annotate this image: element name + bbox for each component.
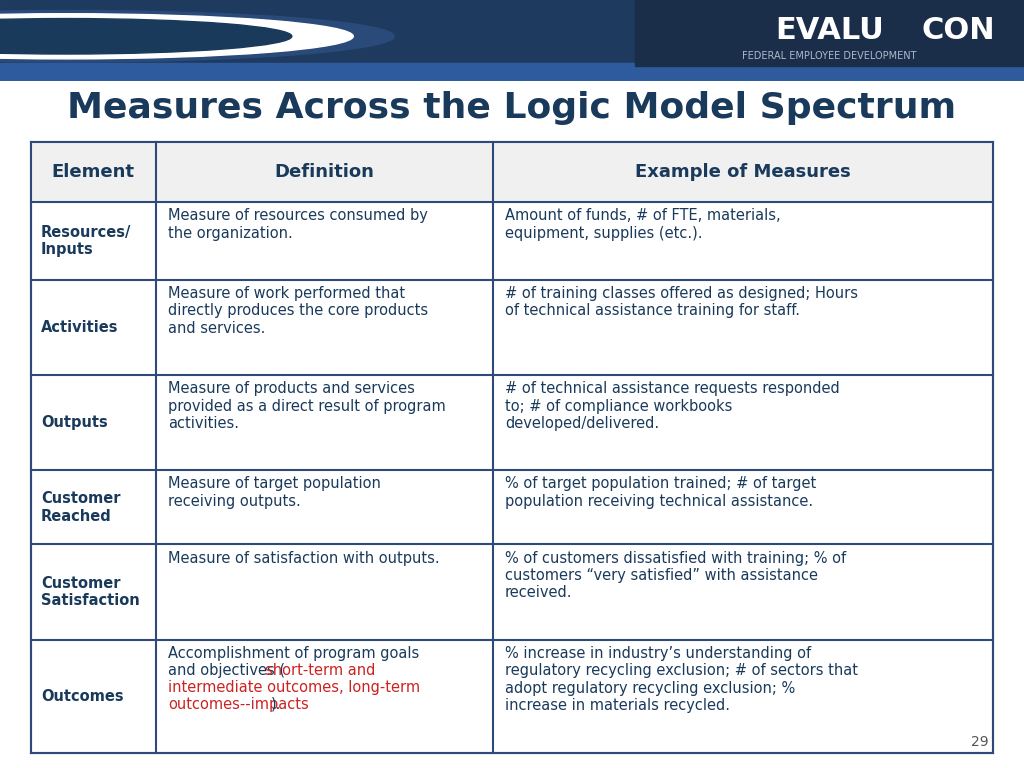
Text: % of target population trained; # of target
population receiving technical assis: % of target population trained; # of tar… xyxy=(505,476,816,509)
Text: outcomes--impacts: outcomes--impacts xyxy=(168,697,309,711)
Text: ).: ). xyxy=(271,697,282,711)
Text: Outcomes: Outcomes xyxy=(41,689,124,703)
Text: 29: 29 xyxy=(971,735,988,749)
Bar xyxy=(31,142,993,202)
Text: Measure of target population
receiving outputs.: Measure of target population receiving o… xyxy=(168,476,381,509)
Text: Measure of resources consumed by
the organization.: Measure of resources consumed by the org… xyxy=(168,208,428,240)
Text: # of technical assistance requests responded
to; # of compliance workbooks
devel: # of technical assistance requests respo… xyxy=(505,381,840,431)
Text: # of training classes offered as designed; Hours
of technical assistance trainin: # of training classes offered as designe… xyxy=(505,286,858,318)
Text: Measures Across the Logic Model Spectrum: Measures Across the Logic Model Spectrum xyxy=(68,91,956,124)
Text: % of customers dissatisfied with training; % of
customers “very satisfied” with : % of customers dissatisfied with trainin… xyxy=(505,551,846,601)
Bar xyxy=(635,0,1024,66)
Text: short-term and: short-term and xyxy=(265,663,376,677)
Text: intermediate outcomes, long-term: intermediate outcomes, long-term xyxy=(168,680,420,694)
Text: Element: Element xyxy=(52,163,135,181)
Text: Measure of work performed that
directly produces the core products
and services.: Measure of work performed that directly … xyxy=(168,286,428,336)
Circle shape xyxy=(0,14,353,59)
Text: Outputs: Outputs xyxy=(41,415,108,430)
Text: Activities: Activities xyxy=(41,319,119,335)
Text: Example of Measures: Example of Measures xyxy=(635,163,851,181)
Text: Amount of funds, # of FTE, materials,
equipment, supplies (etc.).: Amount of funds, # of FTE, materials, eq… xyxy=(505,208,780,240)
Circle shape xyxy=(0,11,394,62)
Bar xyxy=(31,142,993,753)
Text: .GOV: .GOV xyxy=(200,25,263,48)
Text: EVALU: EVALU xyxy=(775,16,884,45)
Text: Definition: Definition xyxy=(274,163,374,181)
Text: Customer
Reached: Customer Reached xyxy=(41,492,121,524)
Text: FEDERAL EMPLOYEE DEVELOPMENT: FEDERAL EMPLOYEE DEVELOPMENT xyxy=(742,51,916,61)
Circle shape xyxy=(0,18,292,54)
Text: and objectives (: and objectives ( xyxy=(168,663,286,677)
Text: Accomplishment of program goals: Accomplishment of program goals xyxy=(168,646,420,660)
Text: Measure of products and services
provided as a direct result of program
activiti: Measure of products and services provide… xyxy=(168,381,445,431)
Text: Customer
Satisfaction: Customer Satisfaction xyxy=(41,576,139,608)
Text: Resources/
Inputs: Resources/ Inputs xyxy=(41,225,131,257)
Bar xyxy=(0,63,1024,81)
Text: CON: CON xyxy=(922,16,995,45)
Text: % increase in industry’s understanding of
regulatory recycling exclusion; # of s: % increase in industry’s understanding o… xyxy=(505,646,858,713)
Text: OPM: OPM xyxy=(133,25,198,48)
Text: Measure of satisfaction with outputs.: Measure of satisfaction with outputs. xyxy=(168,551,439,565)
